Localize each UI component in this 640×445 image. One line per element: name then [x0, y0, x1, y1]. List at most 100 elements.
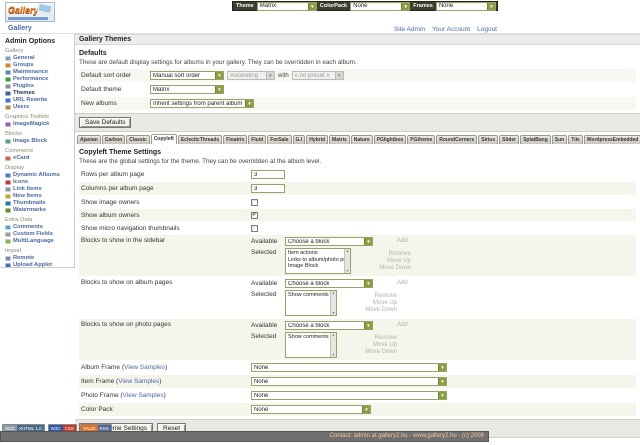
sidebar-item[interactable]: Custom Fields [5, 231, 74, 238]
block-list-item[interactable]: Image Block [288, 263, 319, 269]
user-link[interactable]: Your Account [432, 26, 471, 33]
block-list-item[interactable]: Links to album/photo peers [288, 256, 351, 263]
breadcrumb[interactable]: Gallery [8, 25, 32, 32]
sidebar-item[interactable]: Performance [5, 76, 74, 83]
theme-tab[interactable]: Slider [499, 135, 520, 144]
show-micro-nav-checkbox[interactable] [251, 224, 258, 232]
scroll-down-icon[interactable]: ▼ [331, 311, 336, 315]
available-label: Available [251, 322, 278, 329]
sidebar-item[interactable]: Themes [5, 90, 74, 97]
sidebar-item[interactable]: Image Block [5, 138, 74, 145]
theme-tab[interactable]: Nature [350, 135, 373, 144]
show-image-owners-checkbox[interactable] [251, 198, 258, 206]
sidebar-item[interactable]: Remote [5, 255, 74, 262]
blocks-album-available-select[interactable]: Choose a block ▼ [285, 279, 373, 288]
theme-tab[interactable]: PGlightbox [373, 135, 407, 144]
scrollbar[interactable]: ▲ ▼ [330, 333, 336, 357]
scroll-up-icon[interactable]: ▲ [331, 333, 336, 337]
sidebar-item[interactable]: Icons [5, 179, 74, 186]
scroll-up-icon[interactable]: ▲ [345, 249, 350, 253]
sidebar-item[interactable]: Thumbnails [5, 200, 74, 207]
sidebar-item[interactable]: Watermarks [5, 207, 74, 214]
sidebar-item[interactable]: Link Items [5, 186, 74, 193]
show-album-owners-checkbox[interactable] [251, 211, 258, 219]
blocks-album-selected-listbox[interactable]: Show comments ▲ ▼ [285, 290, 337, 316]
default-theme-select[interactable]: Matrix ▼ [150, 85, 224, 94]
blocks-sidebar-selected-listbox[interactable]: Item actions Links to album/photo peers Im… [285, 248, 351, 274]
sidebar-item[interactable]: MultiLanguage [5, 238, 74, 245]
theme-tab[interactable]: Floatrix [223, 135, 248, 144]
colorpack-select[interactable]: None ▼ [350, 1, 411, 11]
dropdown-arrow-icon: ▼ [334, 72, 343, 79]
block-list-item[interactable]: Item actions [288, 250, 318, 256]
sidebar-item[interactable]: URL Rewrite [5, 97, 74, 104]
new-albums-select[interactable]: Inherit settings from parent album ▼ [150, 99, 254, 108]
theme-tab[interactable]: Tile [568, 135, 583, 144]
sidebar-item[interactable]: Maintenance [5, 69, 74, 76]
theme-tab[interactable]: Sun [551, 135, 568, 144]
sidebar-item[interactable]: eCard [5, 155, 74, 162]
scrollbar[interactable]: ▲ ▼ [344, 249, 350, 273]
album-frame-view-samples-link[interactable]: View Samples [123, 364, 166, 371]
album-frame-select[interactable]: None ▼ [251, 363, 447, 372]
default-sort-order-select[interactable]: Manual sort order ▼ [150, 71, 224, 80]
theme-tab[interactable]: Carbon [101, 135, 126, 144]
theme-select[interactable]: Matrix ▼ [256, 1, 317, 11]
sidebar-item[interactable]: General [5, 55, 74, 62]
color-pack-select[interactable]: None ▼ [251, 405, 371, 414]
frames-select[interactable]: None ▼ [435, 1, 496, 11]
item-frame-select[interactable]: None ▼ [251, 377, 447, 386]
save-defaults-button[interactable]: Save Defaults [79, 117, 132, 128]
color-pack-row: Color Pack None ▼ [79, 403, 636, 416]
theme-tab[interactable]: G.I [292, 135, 306, 144]
scrollbar[interactable]: ▲ ▼ [330, 291, 336, 315]
scroll-up-icon[interactable]: ▲ [331, 291, 336, 295]
rows-per-page-input[interactable] [251, 170, 285, 179]
dropdown-arrow-icon: ▼ [364, 322, 372, 329]
sidebar-item[interactable]: Plugins [5, 83, 74, 90]
theme-tab[interactable]: RoundCorners [436, 135, 478, 144]
scroll-down-icon[interactable]: ▼ [331, 353, 336, 357]
sidebar-item[interactable]: Groups [5, 62, 74, 69]
columns-per-page-input[interactable] [251, 184, 285, 193]
sidebar-item-label: Watermarks [13, 207, 46, 213]
user-link[interactable]: Logout [477, 26, 497, 33]
photo-frame-row: Photo Frame (View Samples) None ▼ [79, 389, 636, 402]
photo-frame-select[interactable]: None ▼ [251, 391, 447, 400]
sidebar-item-label: Upload Applet [13, 262, 53, 268]
theme-tab[interactable]: Siriux [478, 135, 499, 144]
theme-tab[interactable]: PGtheme [407, 135, 436, 144]
admin-sidebar: Admin Options Gallery General Groups Maint… [0, 34, 75, 268]
sidebar-item[interactable]: Dynamic Albums [5, 172, 74, 179]
blocks-sidebar-available-select[interactable]: Choose a block ▼ [285, 237, 373, 246]
theme-tab[interactable]: ForSale [267, 135, 292, 144]
user-link[interactable]: Site Admin [393, 26, 426, 33]
sidebar-item[interactable]: Users [5, 104, 74, 111]
block-list-item[interactable]: Show comments [288, 292, 329, 298]
sidebar-item[interactable]: ImageMagick [5, 121, 74, 128]
sidebar-item[interactable]: Comments [5, 224, 74, 231]
theme-tab[interactable]: Matrix [329, 135, 350, 144]
blocks-photo-selected-listbox[interactable]: Show comments ▲ ▼ [285, 332, 337, 358]
theme-tab[interactable]: Copyleft [150, 134, 177, 144]
photo-frame-view-samples-link[interactable]: View Samples [122, 392, 164, 399]
item-frame-view-samples-link[interactable]: View Samples [118, 378, 160, 385]
blocks-photo-available-select[interactable]: Choose a block ▼ [285, 321, 373, 330]
sidebar-section-label: Display [5, 165, 25, 171]
default-theme-row: Default theme Matrix ▼ [79, 83, 636, 96]
available-label: Available [251, 280, 278, 287]
theme-tab[interactable]: Fluid [248, 135, 267, 144]
block-list-item[interactable]: Show comments [288, 334, 329, 340]
sidebar-item[interactable]: Upload Applet [5, 262, 74, 268]
sidebar-item[interactable]: New Items [5, 193, 74, 200]
gallery-logo[interactable]: Gallery [5, 2, 55, 22]
scroll-down-icon[interactable]: ▼ [345, 269, 350, 273]
plugins-icon [5, 84, 11, 89]
theme-tab[interactable]: SplatBang [520, 135, 551, 144]
theme-tab[interactable]: Classic [126, 135, 150, 144]
theme-tab[interactable]: WordpressEmbedded [583, 135, 640, 144]
theme-tab[interactable]: EclecticThreads [177, 135, 223, 144]
theme-tab[interactable]: Hybrid [306, 135, 329, 144]
theme-tab[interactable]: Ajaxian [77, 135, 101, 144]
sidebar-section-label: Graphics Toolkits [5, 114, 50, 120]
